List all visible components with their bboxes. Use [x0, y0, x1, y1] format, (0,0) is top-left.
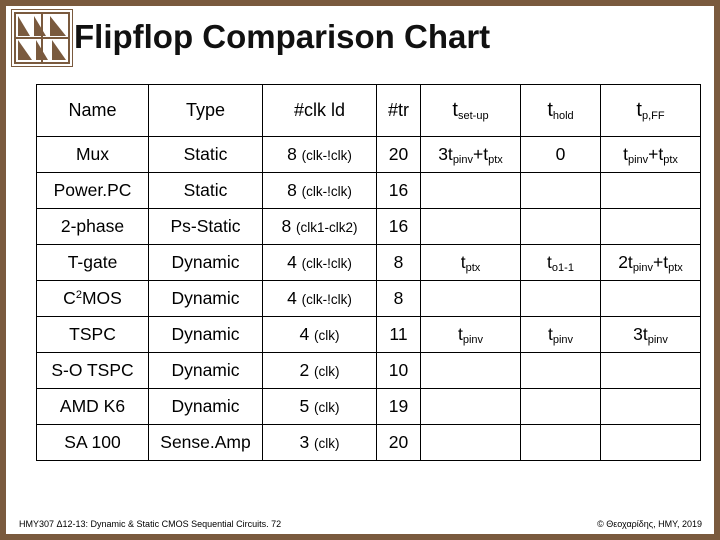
- cell-name: SA 100: [36, 424, 149, 461]
- cell-hold-time: [520, 424, 601, 461]
- header-row: Name Type #clk ld #tr tset-up thold tp,F…: [36, 84, 701, 137]
- cell-type: Sense.Amp: [148, 424, 263, 461]
- header-type: Type: [148, 84, 263, 137]
- cell-type: Static: [148, 136, 263, 173]
- footer-course-info: HMY307 Δ12-13: Dynamic & Static CMOS Seq…: [19, 519, 282, 529]
- cell-setup-time: 3tpinv+tptx: [420, 136, 521, 173]
- cell-clk-load: 5 (clk): [262, 388, 377, 425]
- cell-hold-time: [520, 280, 601, 317]
- cell-clk-load: 4 (clk): [262, 316, 377, 353]
- cell-name: TSPC: [36, 316, 149, 353]
- cell-type: Ps-Static: [148, 208, 263, 245]
- cell-clk-load: 8 (clk-!clk): [262, 172, 377, 209]
- header-prop-delay: tp,FF: [600, 84, 701, 137]
- cell-hold-time: [520, 352, 601, 389]
- header-hold-time: thold: [520, 84, 601, 137]
- cell-transistors: 16: [376, 208, 421, 245]
- table-row: Power.PC Static 8 (clk-!clk) 16: [36, 172, 701, 209]
- cell-setup-time: tptx: [420, 244, 521, 281]
- cell-prop-delay: 2tpinv+tptx: [600, 244, 701, 281]
- header-clk-load: #clk ld: [262, 84, 377, 137]
- cell-name: S-O TSPC: [36, 352, 149, 389]
- cell-clk-load: 3 (clk): [262, 424, 377, 461]
- cell-type: Static: [148, 172, 263, 209]
- slide-title: Flipflop Comparison Chart: [74, 18, 491, 55]
- cell-prop-delay: [600, 280, 701, 317]
- table-row: SA 100 Sense.Amp 3 (clk) 20: [36, 424, 701, 461]
- cell-setup-time: tpinv: [420, 316, 521, 353]
- cell-prop-delay: [600, 208, 701, 245]
- cell-prop-delay: [600, 172, 701, 209]
- cell-clk-load: 8 (clk-!clk): [262, 136, 377, 173]
- table-row: 2-phase Ps-Static 8 (clk1-clk2) 16: [36, 208, 701, 245]
- slide: Flipflop Comparison Chart Name Type #clk…: [6, 6, 714, 534]
- cell-prop-delay: [600, 424, 701, 461]
- cell-hold-time: [520, 388, 601, 425]
- cell-hold-time: [520, 172, 601, 209]
- cell-clk-load: 4 (clk-!clk): [262, 244, 377, 281]
- header-transistors: #tr: [376, 84, 421, 137]
- table-row: Mux Static 8 (clk-!clk) 20 3tpinv+tptx 0…: [36, 136, 701, 173]
- cell-name: Mux: [36, 136, 149, 173]
- comparison-table: Name Type #clk ld #tr tset-up thold tp,F…: [36, 84, 701, 461]
- cell-clk-load: 8 (clk1-clk2): [262, 208, 377, 245]
- cell-setup-time: [420, 424, 521, 461]
- cell-hold-time: tpinv: [520, 316, 601, 353]
- cell-type: Dynamic: [148, 352, 263, 389]
- cell-clk-load: 4 (clk-!clk): [262, 280, 377, 317]
- cell-transistors: 8: [376, 244, 421, 281]
- table-row: S-O TSPC Dynamic 2 (clk) 10: [36, 352, 701, 389]
- cell-name: 2-phase: [36, 208, 149, 245]
- cell-type: Dynamic: [148, 316, 263, 353]
- header-name: Name: [36, 84, 149, 137]
- cell-type: Dynamic: [148, 244, 263, 281]
- cell-clk-load: 2 (clk): [262, 352, 377, 389]
- table-row: TSPC Dynamic 4 (clk) 11 tpinv tpinv 3tpi…: [36, 316, 701, 353]
- cell-transistors: 19: [376, 388, 421, 425]
- cell-name: T-gate: [36, 244, 149, 281]
- table-row: T-gate Dynamic 4 (clk-!clk) 8 tptx to1-1…: [36, 244, 701, 281]
- header-setup-time: tset-up: [420, 84, 521, 137]
- cell-transistors: 8: [376, 280, 421, 317]
- cell-name: Power.PC: [36, 172, 149, 209]
- cell-setup-time: [420, 352, 521, 389]
- cell-transistors: 10: [376, 352, 421, 389]
- cell-prop-delay: [600, 388, 701, 425]
- cell-type: Dynamic: [148, 280, 263, 317]
- cell-name: AMD K6: [36, 388, 149, 425]
- cell-type: Dynamic: [148, 388, 263, 425]
- cell-transistors: 20: [376, 136, 421, 173]
- cell-setup-time: [420, 208, 521, 245]
- cell-transistors: 16: [376, 172, 421, 209]
- cell-hold-time: 0: [520, 136, 601, 173]
- footer-copyright: © Θεοχαρίδης, HMY, 2019: [597, 519, 702, 529]
- cell-name: C2MOS: [36, 280, 149, 317]
- cell-transistors: 20: [376, 424, 421, 461]
- cell-prop-delay: [600, 352, 701, 389]
- table-row: C2MOS Dynamic 4 (clk-!clk) 8: [36, 280, 701, 317]
- cell-hold-time: to1-1: [520, 244, 601, 281]
- cell-prop-delay: tpinv+tptx: [600, 136, 701, 173]
- cell-setup-time: [420, 280, 521, 317]
- cell-prop-delay: 3tpinv: [600, 316, 701, 353]
- cell-setup-time: [420, 388, 521, 425]
- table-row: AMD K6 Dynamic 5 (clk) 19: [36, 388, 701, 425]
- cell-setup-time: [420, 172, 521, 209]
- cell-transistors: 11: [376, 316, 421, 353]
- cell-hold-time: [520, 208, 601, 245]
- university-crest-icon: [11, 9, 73, 67]
